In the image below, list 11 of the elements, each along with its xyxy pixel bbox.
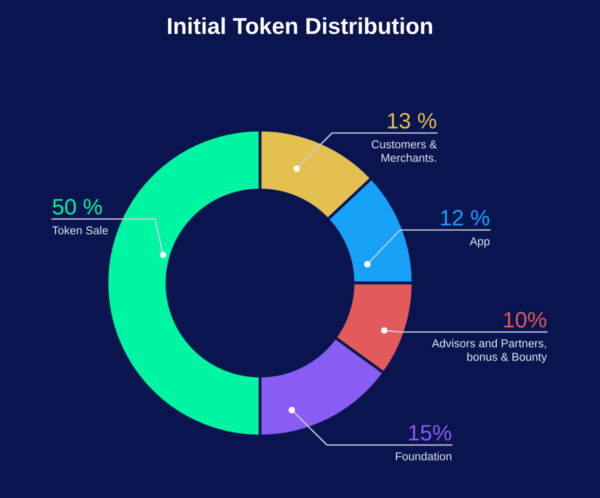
slice-label: Advisors and Partners, bonus & Bounty (432, 339, 547, 364)
data-label: 13 % (388, 112, 436, 129)
slice-label: Customers & Merchants. (372, 140, 437, 162)
slice-label: Foundation (396, 452, 452, 460)
data-label: 12 % (441, 210, 490, 226)
data-label: 50 % (52, 198, 102, 215)
chart-title: Initial Token Distribution (168, 17, 432, 34)
data-label: 10% (504, 312, 546, 328)
data-label: 15% (409, 424, 452, 441)
slice-label: Token Sale (52, 226, 108, 234)
slice-label: App (470, 237, 490, 248)
